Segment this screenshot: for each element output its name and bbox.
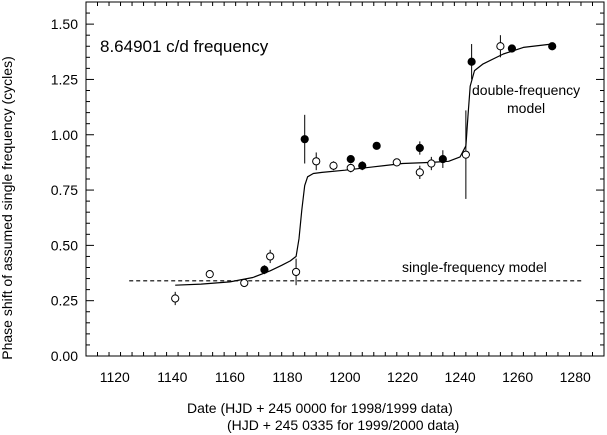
filled-data-point bbox=[507, 44, 517, 53]
open-data-point bbox=[329, 161, 338, 170]
open-data-point bbox=[346, 163, 355, 173]
x-axis-label-line1: Date (HJD + 245 0000 for 1998/1999 data) bbox=[187, 400, 453, 416]
x-tick-label: 1200 bbox=[329, 369, 360, 385]
x-tick-label: 1120 bbox=[100, 369, 130, 385]
double-model-label-line2: model bbox=[507, 100, 545, 116]
open-data-point bbox=[240, 278, 249, 288]
chart-title: 8.64901 c/d frequency bbox=[100, 37, 269, 56]
open-data-point bbox=[496, 42, 505, 51]
y-tick-label: 0.00 bbox=[51, 348, 78, 364]
open-data-point bbox=[171, 294, 180, 303]
filled-data-point bbox=[438, 154, 447, 164]
y-tick-label: 0.50 bbox=[51, 237, 78, 253]
filled-data-point bbox=[548, 42, 557, 51]
x-tick-label: 1260 bbox=[502, 369, 533, 385]
filled-data-point bbox=[467, 57, 476, 66]
double-frequency-model-curve bbox=[175, 43, 553, 286]
filled-data-point bbox=[358, 161, 367, 170]
open-data-point bbox=[427, 159, 436, 168]
x-axis-label-line2: (HJD + 245 0335 for 1999/2000 data) bbox=[227, 417, 459, 433]
open-data-point bbox=[291, 267, 301, 277]
y-tick-label: 1.50 bbox=[51, 16, 78, 32]
double-model-label-line1: double-frequency bbox=[472, 82, 580, 98]
open-data-point bbox=[415, 168, 424, 177]
open-data-point bbox=[205, 270, 214, 279]
x-tick-label: 1240 bbox=[445, 369, 476, 385]
open-data-point bbox=[266, 252, 275, 261]
filled-data-point bbox=[372, 141, 381, 150]
y-tick-label: 0.25 bbox=[51, 293, 78, 309]
single-model-label: single-frequency model bbox=[402, 259, 547, 275]
x-tick-label: 1140 bbox=[157, 369, 187, 385]
x-tick-label: 1180 bbox=[272, 369, 302, 385]
filled-data-point bbox=[300, 135, 309, 144]
x-tick-label: 1220 bbox=[387, 369, 418, 385]
y-tick-label: 1.00 bbox=[51, 127, 78, 143]
y-tick-label: 0.75 bbox=[51, 182, 78, 198]
open-data-point bbox=[461, 150, 470, 159]
y-axis-label: Phase shift of assumed single frequency … bbox=[0, 56, 15, 359]
x-tick-label: 1280 bbox=[560, 369, 591, 385]
filled-data-point bbox=[415, 143, 424, 153]
open-data-point bbox=[392, 158, 401, 167]
y-tick-label: 1.25 bbox=[51, 71, 78, 87]
filled-data-point bbox=[346, 154, 355, 164]
filled-data-point bbox=[260, 265, 269, 274]
x-tick-label: 1160 bbox=[215, 369, 245, 385]
open-data-point bbox=[312, 157, 321, 166]
